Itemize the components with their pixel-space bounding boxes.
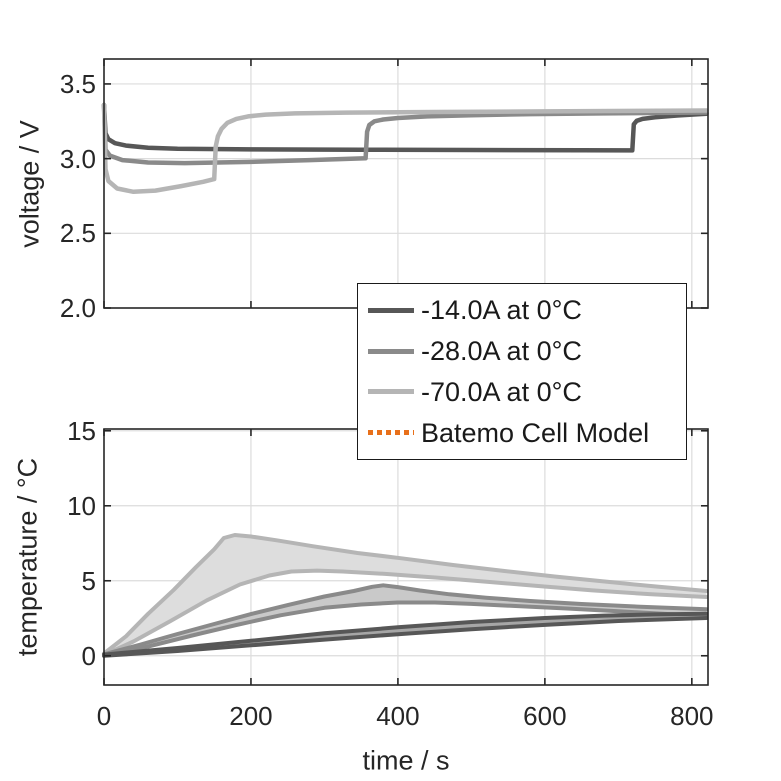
legend-item-batemo-model: Batemo Cell Model bbox=[368, 418, 682, 448]
time-axis-label: time / s bbox=[362, 745, 450, 776]
series-line--28.0A at 0°C bbox=[101, 102, 709, 166]
xtick-label-time: 800 bbox=[670, 701, 714, 731]
ytick-label-voltage: 2.5 bbox=[59, 218, 96, 249]
ytick-label-temperature: 10 bbox=[67, 490, 96, 521]
legend-dotted-line-swatch-model bbox=[368, 430, 414, 436]
legend-label-70A: -70.0A at 0°C bbox=[421, 376, 582, 407]
xtick-label-time: 200 bbox=[229, 701, 273, 731]
ytick-label-temperature: 5 bbox=[81, 565, 96, 596]
series-upper-line--28.0A at 0°C bbox=[102, 583, 709, 657]
series-line--14.0A at 0°C bbox=[101, 102, 709, 153]
legend: -14.0A at 0°C -28.0A at 0°C -70.0A at 0°… bbox=[357, 283, 687, 460]
legend-item-70A: -70.0A at 0°C bbox=[368, 377, 682, 407]
xtick-label-time: 600 bbox=[523, 701, 567, 731]
legend-line-swatch-70A bbox=[368, 389, 414, 395]
legend-label-28A: -28.0A at 0°C bbox=[421, 336, 582, 367]
series-lower-line--14.0A at 0°C bbox=[102, 616, 709, 658]
voltage-axis-label: voltage / V bbox=[14, 120, 45, 248]
legend-line-swatch-14A bbox=[368, 307, 414, 313]
legend-item-28A: -28.0A at 0°C bbox=[368, 336, 682, 366]
ytick-label-voltage: 3.5 bbox=[59, 68, 96, 99]
legend-label-batemo-model: Batemo Cell Model bbox=[421, 417, 650, 448]
series-band--70.0A at 0°C bbox=[104, 535, 707, 655]
series-lower-line--28.0A at 0°C bbox=[102, 600, 709, 658]
series-lower-line--70.0A at 0°C bbox=[102, 568, 709, 657]
series-line--70.0A at 0°C bbox=[101, 102, 709, 195]
legend-line-swatch-28A bbox=[368, 348, 414, 354]
temperature-axis-label: temperature / °C bbox=[12, 457, 43, 657]
series-upper-line--70.0A at 0°C bbox=[102, 533, 709, 656]
legend-label-14A: -14.0A at 0°C bbox=[421, 295, 582, 326]
xtick-label-time: 0 bbox=[96, 701, 112, 731]
ytick-label-temperature: 15 bbox=[67, 415, 96, 446]
ytick-label-voltage: 2.0 bbox=[59, 293, 96, 323]
xtick-label-time: 400 bbox=[376, 701, 420, 731]
ytick-label-temperature: 0 bbox=[81, 640, 96, 671]
series-upper-line--14.0A at 0°C bbox=[102, 611, 709, 657]
legend-item-14A: -14.0A at 0°C bbox=[368, 295, 682, 325]
ytick-label-voltage: 3.0 bbox=[59, 143, 96, 174]
